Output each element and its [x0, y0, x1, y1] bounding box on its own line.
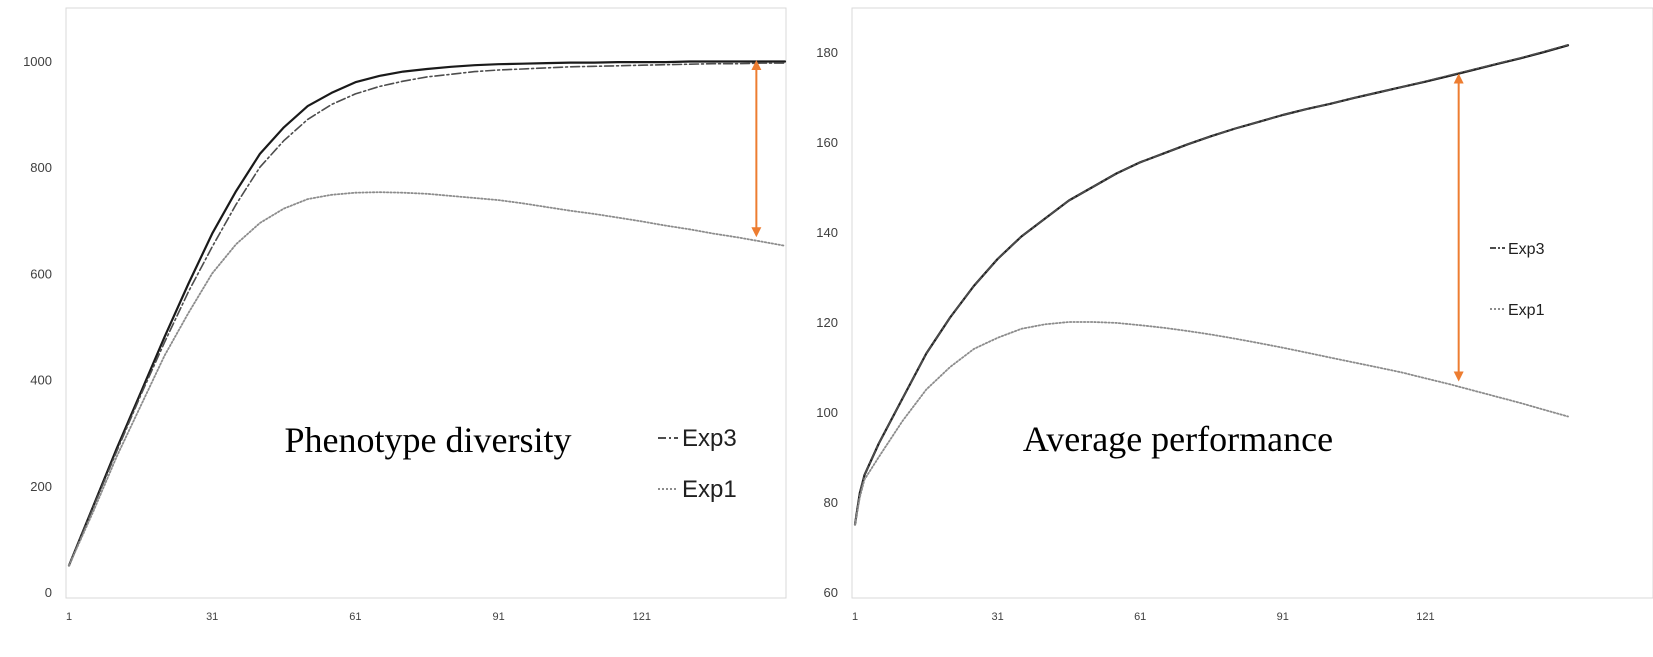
plot-lines: [853, 43, 1570, 526]
x-tick-labels: 1 31 61 91 121: [852, 611, 1435, 623]
x-tick-label: 61: [349, 611, 361, 623]
chart-title: Phenotype diversity: [285, 420, 572, 460]
x-tick-label: 91: [492, 611, 504, 623]
y-tick-label: 160: [816, 135, 838, 150]
y-tick-label: 800: [30, 160, 52, 175]
y-tick-label: 0: [45, 585, 52, 600]
x-tick-labels: 1 31 61 91 121: [66, 611, 651, 623]
x-tick-label: 121: [633, 611, 651, 623]
series-line-exp1: [854, 321, 1569, 526]
y-tick-labels: 0 200 400 600 800 1000: [23, 54, 52, 600]
y-tick-label: 1000: [23, 54, 52, 69]
x-tick-label: 61: [1134, 611, 1146, 623]
x-tick-label: 1: [852, 611, 858, 623]
y-tick-labels: 60 80 100 120 140 160 180: [816, 45, 838, 600]
x-tick-label: 91: [1277, 611, 1289, 623]
y-tick-label: 600: [30, 266, 52, 281]
chart-phenotype-diversity: 0 200 400 600 800 1000 1 31 61 91 121 Phenotype d…: [23, 7, 787, 623]
series-line-exp1: [68, 191, 786, 567]
legend: Exp3 Exp1: [658, 425, 737, 503]
chart-title: Average performance: [1023, 419, 1333, 459]
legend: Exp3 Exp1: [1490, 241, 1545, 319]
legend-label-exp1: Exp1: [1508, 302, 1545, 319]
x-tick-label: 1: [66, 611, 72, 623]
x-tick-label: 31: [206, 611, 218, 623]
y-tick-label: 100: [816, 405, 838, 420]
legend-label-exp3: Exp3: [682, 425, 737, 452]
y-tick-label: 200: [30, 479, 52, 494]
plot-lines: [67, 60, 787, 567]
legend-label-exp1: Exp1: [682, 476, 737, 503]
series-line-exp3: [68, 62, 786, 567]
series-line-solid: [67, 60, 787, 567]
y-tick-label: 120: [816, 315, 838, 330]
x-tick-label: 31: [991, 611, 1003, 623]
y-tick-label: 80: [824, 495, 838, 510]
y-tick-label: 140: [816, 225, 838, 240]
plot-frame: [65, 7, 787, 599]
x-tick-label: 121: [1416, 611, 1434, 623]
y-tick-label: 400: [30, 373, 52, 388]
y-tick-label: 180: [816, 45, 838, 60]
chart-average-performance: 60 80 100 120 140 160 180 1 31 61 91 121 Average p…: [816, 7, 1653, 623]
y-tick-label: 60: [824, 585, 838, 600]
legend-label-exp3: Exp3: [1508, 241, 1545, 258]
plot-frame: [851, 7, 1653, 599]
series-line-exp3: [854, 43, 1569, 526]
